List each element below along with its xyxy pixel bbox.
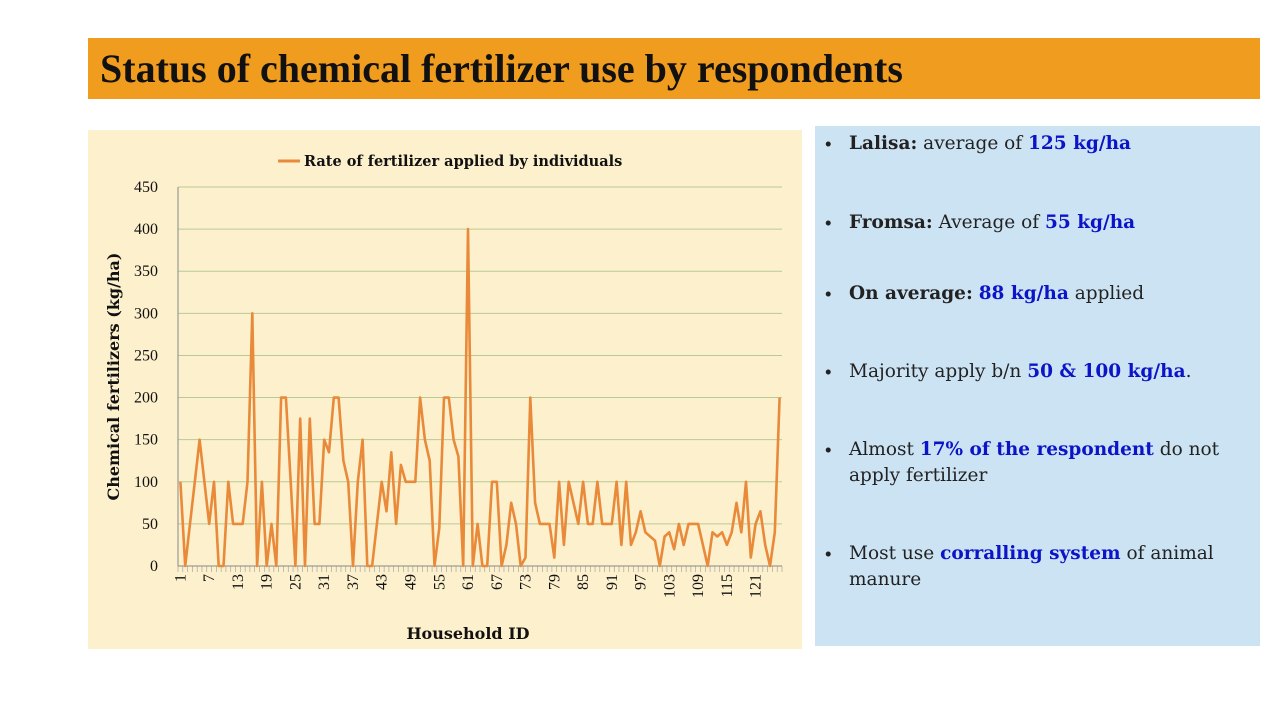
bullet-dot-icon: • [825,361,832,382]
x-tick-label: 103 [661,574,678,598]
y-tick-label: 400 [134,221,158,238]
bullet-dot-icon: • [825,133,832,154]
bullet-dot-icon: • [825,439,832,460]
x-tick-label: 1 [172,574,189,582]
chart-panel: 0 50 100 150 200 250 300 350 400 450 1 7 13 19 25 31 37 4… [88,130,802,649]
bullet-text-end: of animal manure [849,543,1214,590]
legend-label: Rate of fertilizer applied by individual… [304,153,622,170]
bullet-text: Most use [849,543,941,564]
line-chart: 0 50 100 150 200 250 300 350 400 450 1 7 13 19 25 31 37 4… [104,153,783,643]
bullet-dot-icon: • [825,212,832,233]
bullet-item: • Almost 17% of the respondent do not ap… [825,437,1255,489]
x-tick-label: 49 [402,574,419,590]
bullet-label: Fromsa: [849,212,933,233]
bullet-highlight: 88 kg/ha [978,283,1069,304]
bullet-item: • On average: 88 kg/ha applied [825,281,1255,307]
bullet-text-end: do not apply fertilizer [849,439,1220,486]
bullet-text: Average of [932,212,1046,233]
bullet-item: • Most use corralling system of animal m… [825,541,1255,593]
bullet-item: • Majority apply b/n 50 & 100 kg/ha. [825,359,1255,385]
bullet-text: Almost [849,439,920,460]
series-line [179,227,781,568]
title-bar: Status of chemical fertilizer use by res… [88,38,1260,99]
bullet-dot-icon: • [825,543,832,564]
x-tick-label: 37 [345,574,362,590]
bullet-label: On average: [849,283,973,304]
bullet-text: Majority apply b/n [849,361,1028,382]
bullet-text: average of [917,133,1029,154]
x-tick-label: 79 [546,574,563,590]
x-tick-label: 61 [460,574,477,590]
x-tick-label: 7 [201,574,218,582]
y-tick-label: 0 [150,558,158,575]
x-tick-label: 25 [287,574,304,590]
y-tick-label: 300 [134,305,158,322]
bullet-panel: • Lalisa: average of 125 kg/ha • Fromsa:… [815,126,1260,646]
y-tick-label: 150 [134,432,158,449]
bullet-label: Lalisa: [849,133,918,154]
x-tick-label: 43 [374,574,391,590]
x-tick-label: 85 [575,574,592,590]
x-tick-label: 91 [604,574,621,590]
slide-title: Status of chemical fertilizer use by res… [100,46,903,91]
x-tick-label: 31 [316,574,333,590]
bullet-item: • Fromsa: Average of 55 kg/ha [825,210,1255,236]
y-tick-label: 200 [134,390,158,407]
y-tick-label: 350 [134,263,158,280]
x-tick-label: 19 [259,574,276,590]
x-tick-label: 115 [719,574,736,597]
bullet-dot-icon: • [825,283,832,304]
y-axis-title: Chemical fertilizers (kg/ha) [104,253,123,501]
bullet-text-end: applied [1068,283,1145,304]
x-tick-label: 121 [748,574,765,598]
bullet-text-end: . [1185,361,1192,382]
bullet-highlight: 50 & 100 kg/ha [1027,361,1186,382]
x-tick-label: 97 [633,574,650,590]
bullet-highlight: 125 kg/ha [1028,133,1132,154]
bullet-highlight: 17% of the respondent [919,439,1154,460]
y-tick-label: 250 [134,347,158,364]
y-tick-label: 50 [142,516,158,533]
bullet-highlight: corralling system [940,543,1121,564]
x-tick-label: 73 [518,574,535,590]
y-tick-label: 100 [134,474,158,491]
x-tick-label: 55 [431,574,448,590]
x-tick-label: 67 [489,574,506,590]
x-tick-label: 13 [230,574,247,590]
x-axis-title: Household ID [406,624,529,643]
bullet-item: • Lalisa: average of 125 kg/ha [825,131,1255,157]
bullet-highlight: 55 kg/ha [1045,212,1136,233]
y-tick-label: 450 [134,179,158,196]
x-tick-label: 109 [690,574,707,598]
